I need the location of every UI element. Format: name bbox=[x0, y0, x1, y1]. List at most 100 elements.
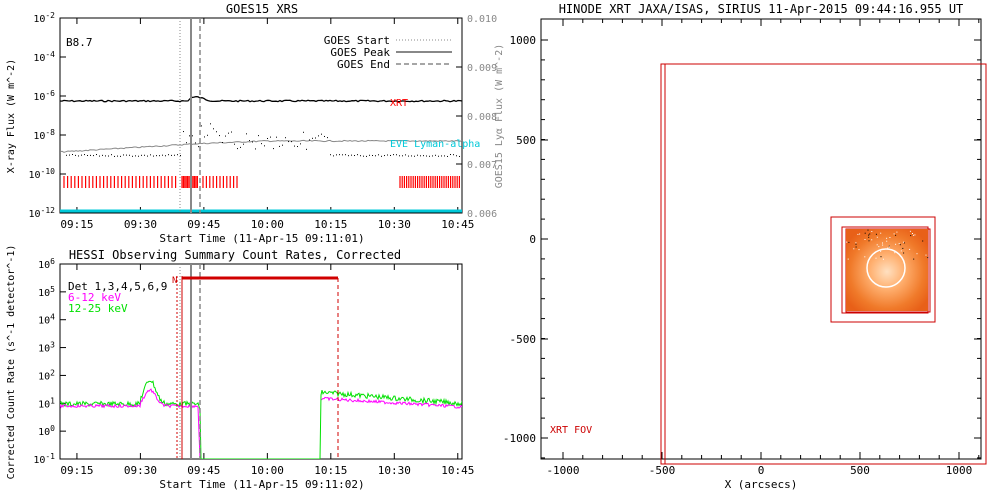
xrt-sun-image bbox=[830, 216, 936, 323]
goes-y-tick-label: 10-4 bbox=[33, 50, 55, 64]
xrs-short-point bbox=[237, 148, 238, 150]
xrs-short-point bbox=[300, 143, 301, 145]
xrt-speckle-dot bbox=[864, 239, 866, 240]
xrs-short-point bbox=[372, 155, 373, 157]
xrs-short-point bbox=[288, 141, 289, 143]
hessi-title: HESSI Observing Summary Count Rates, Cor… bbox=[69, 248, 401, 262]
xrt-speckle-dot bbox=[857, 233, 859, 235]
xrt-x-tick-label: 0 bbox=[758, 464, 765, 477]
xrs-short-point bbox=[291, 141, 292, 143]
hessi-curves bbox=[60, 380, 462, 459]
hessi-12-25-curve bbox=[60, 380, 462, 459]
hessi-x-tick-label: 10:00 bbox=[251, 464, 284, 477]
xrt-speckle-dot bbox=[858, 249, 860, 251]
xrs-short-point bbox=[132, 155, 133, 157]
xrt-speckle-dot bbox=[855, 246, 857, 248]
xrs-short-point bbox=[342, 154, 343, 156]
xrt-speckle-dot bbox=[878, 246, 880, 248]
xrt-speckle-dot bbox=[894, 252, 896, 254]
xrs-short-point bbox=[450, 154, 451, 156]
xrs-short-point bbox=[420, 155, 421, 157]
xrt-x-tick-label: 1000 bbox=[946, 464, 973, 477]
xrs-short-point bbox=[273, 148, 274, 150]
xrs-short-point bbox=[84, 154, 85, 156]
xrt-title: HINODE XRT JAXA/ISAS, SIRIUS 11-Apr-2015… bbox=[559, 2, 964, 16]
xrt-speckle-dot bbox=[880, 232, 882, 234]
hessi-x-tick-label: 10:30 bbox=[378, 464, 411, 477]
xrs-short-point bbox=[174, 154, 175, 156]
xrt-speckle-dot bbox=[903, 241, 905, 243]
xrs-short-point bbox=[360, 155, 361, 157]
goes-y2-tick-label: 0.009 bbox=[467, 63, 497, 74]
xrs-short-point bbox=[162, 154, 163, 156]
goes-y-ticks: 10-2 10-4 10-6 10-8 10-10 10-12 bbox=[29, 11, 66, 220]
goes-x-ticks: 09:15 09:30 09:45 10:00 10:15 10:30 10:45 bbox=[60, 18, 474, 231]
xrs-short-point bbox=[351, 154, 352, 156]
legend-goes-peak: GOES Peak bbox=[330, 46, 390, 59]
xrs-short-point bbox=[252, 141, 253, 143]
xrs-short-point bbox=[198, 146, 199, 148]
xrs-short-point bbox=[120, 155, 121, 157]
xrs-short-point bbox=[141, 154, 142, 156]
hessi-y-tick-label: 103 bbox=[38, 341, 55, 355]
xrt-speckle-dot bbox=[895, 234, 897, 236]
xrt-speckle-dot bbox=[909, 248, 911, 250]
goes-y2-tick-label: 0.007 bbox=[467, 160, 497, 171]
xrs-short-point bbox=[258, 135, 259, 137]
xrt-speckle-dot bbox=[855, 243, 857, 245]
xrt-speckle-dot bbox=[903, 252, 905, 254]
goes-x-tick-label: 10:15 bbox=[314, 218, 347, 231]
goes-curves bbox=[60, 95, 462, 157]
xrt-limb-circle bbox=[866, 248, 906, 288]
xrs-short-point bbox=[315, 137, 316, 139]
xrt-y-tick-label: -500 bbox=[510, 333, 537, 346]
xrt-y-tick-label: -1000 bbox=[503, 432, 536, 445]
xrs-short-point bbox=[408, 155, 409, 157]
xrs-short-point bbox=[156, 155, 157, 157]
xrs-short-point bbox=[447, 155, 448, 157]
xrs-short-point bbox=[222, 141, 223, 143]
xrt-speckle-dot bbox=[869, 233, 871, 235]
xrs-short-point bbox=[345, 154, 346, 156]
xrt-x-axis-label: X (arcsecs) bbox=[725, 478, 798, 491]
xrt-x-tick-label: 500 bbox=[850, 464, 870, 477]
xrt-speckle-dot bbox=[899, 244, 901, 246]
xrs-short-point bbox=[327, 137, 328, 139]
xrt-speckle-dot bbox=[876, 244, 878, 246]
goes-x-tick-label: 10:00 bbox=[251, 218, 284, 231]
xrt-x-tick-label: -500 bbox=[649, 464, 676, 477]
xrt-speckle-dot bbox=[903, 242, 905, 244]
xrs-short-point bbox=[387, 154, 388, 156]
xrs-short-point bbox=[93, 155, 94, 157]
xrt-speckle-dot bbox=[875, 233, 877, 235]
xrs-short-point bbox=[159, 155, 160, 157]
xrs-short-point bbox=[438, 155, 439, 157]
xrs-short-point bbox=[69, 154, 70, 156]
xrt-speckle-dot bbox=[882, 244, 884, 246]
xrs-short-point bbox=[87, 154, 88, 156]
xrs-short-point bbox=[435, 154, 436, 156]
xrs-short-point bbox=[285, 137, 286, 139]
xrt-speckle-dot bbox=[913, 258, 915, 260]
xrs-short-point bbox=[312, 137, 313, 139]
xrs-short-point bbox=[144, 154, 145, 156]
xrs-short-point bbox=[381, 155, 382, 157]
xrt-speckle-dot bbox=[914, 234, 916, 236]
xrt-speckle-dot bbox=[864, 232, 866, 234]
xrs-short-point bbox=[102, 154, 103, 156]
xrt-speckle-dot bbox=[925, 254, 927, 256]
xrt-speckle-dot bbox=[886, 237, 888, 239]
goes-x-tick-label: 10:30 bbox=[378, 218, 411, 231]
hessi-y-tick-label: 104 bbox=[38, 313, 55, 327]
xrs-short-point bbox=[138, 155, 139, 157]
xrs-short-point bbox=[369, 154, 370, 156]
hessi-x-ticks: 09:15 09:30 09:45 10:00 10:15 10:30 10:45 bbox=[60, 264, 474, 477]
hessi-x-tick-label: 10:15 bbox=[314, 464, 347, 477]
xrs-short-point bbox=[396, 154, 397, 156]
xrt-speckle-dot bbox=[855, 242, 857, 244]
goes-class-label: B8.7 bbox=[66, 36, 93, 49]
xrs-short-point bbox=[390, 154, 391, 156]
goes-title: GOES15 XRS bbox=[226, 2, 298, 16]
xrs-short-point bbox=[255, 148, 256, 150]
goes-y2-tick-label: 0.006 bbox=[467, 209, 497, 220]
